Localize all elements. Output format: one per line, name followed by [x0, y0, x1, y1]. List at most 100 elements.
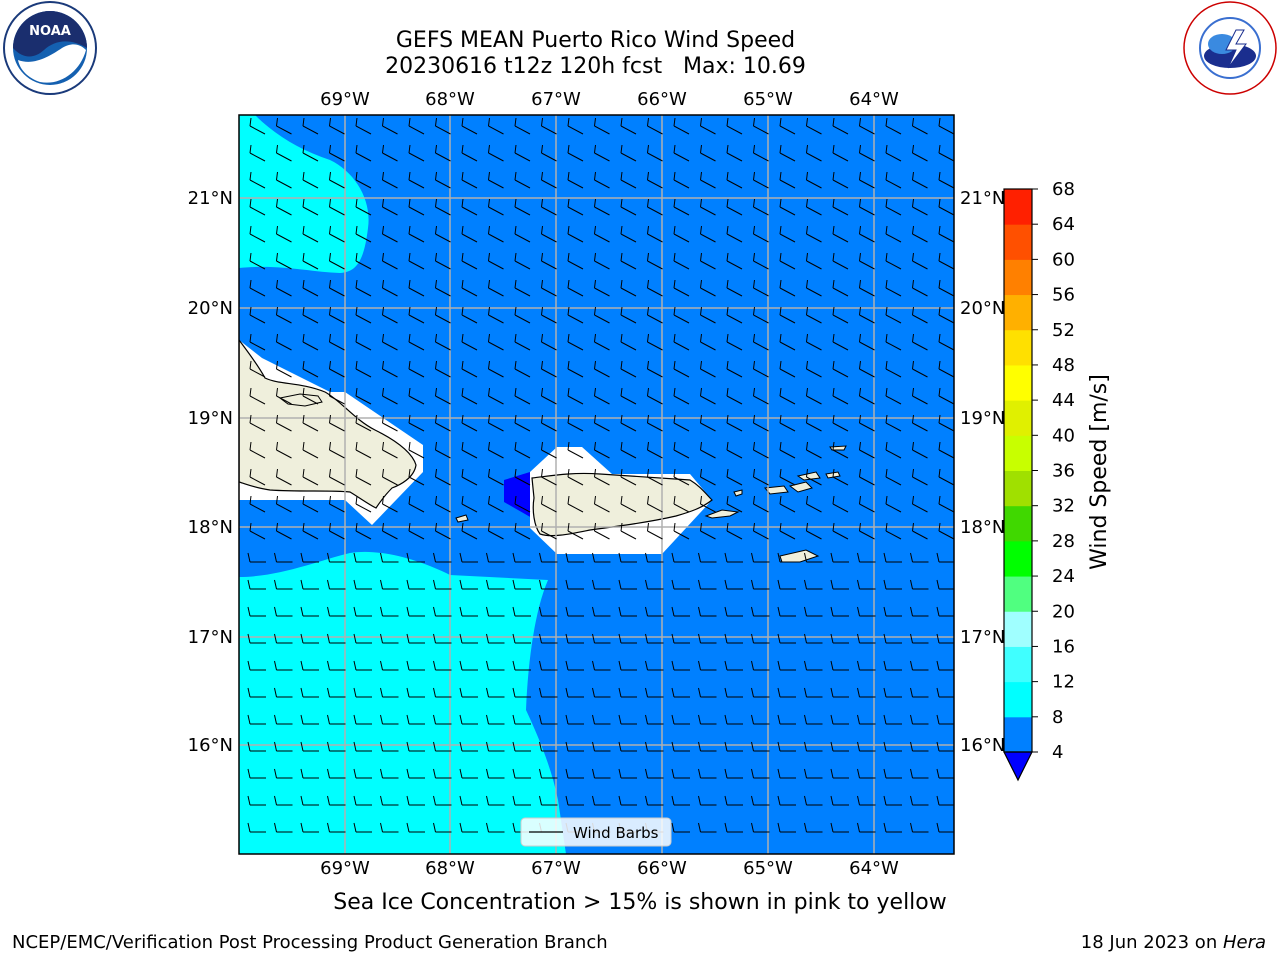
wind-barb: [274, 633, 293, 644]
wind-barb: [698, 552, 717, 563]
wind-barb: [382, 117, 398, 135]
wind-barb: [671, 579, 690, 590]
wind-8-12-south-region: [239, 551, 566, 854]
wind-barb: [488, 495, 504, 513]
wind-barb: [355, 468, 372, 486]
wind-barb: [408, 495, 425, 513]
wind-barb: [592, 579, 611, 590]
wind-barb: [938, 522, 954, 540]
colorbar-segment: [1004, 189, 1032, 225]
wind-barb: [276, 171, 292, 189]
colorbar-segment: [1004, 611, 1032, 647]
wind-barb: [435, 360, 451, 378]
wind-barb: [857, 768, 876, 779]
wind-barb: [486, 768, 505, 779]
wind-barb: [329, 198, 345, 216]
wind-barb: [408, 387, 425, 405]
wind-barb: [406, 660, 425, 671]
wind-barb: [382, 387, 398, 405]
wind-barb: [353, 579, 372, 590]
wind-barb: [698, 606, 717, 617]
wind-barb: [433, 741, 452, 752]
wind-barb: [302, 306, 319, 324]
wind-barb: [804, 822, 823, 833]
wind-barb: [751, 579, 770, 590]
wind-barb: [912, 414, 928, 432]
wind-barb: [488, 252, 504, 270]
wind-barb: [567, 279, 584, 297]
wind-barb: [700, 117, 716, 135]
wind-barb: [857, 633, 876, 644]
noaa-logo: NOAA: [3, 1, 97, 95]
wind-barb: [806, 333, 822, 351]
wind-barb: [539, 687, 558, 698]
wind-barb: [912, 144, 928, 162]
wind-barb: [751, 633, 770, 644]
wind-barb: [539, 579, 558, 590]
wind-barb: [247, 606, 266, 617]
wind-barb: [620, 252, 637, 270]
wind-barb: [382, 279, 398, 297]
wind-barb: [645, 633, 664, 644]
wind-barb: [594, 252, 610, 270]
wind-barb: [514, 387, 531, 405]
wind-barb: [938, 495, 954, 513]
wind-barb: [565, 714, 584, 725]
wind-barb: [857, 660, 876, 671]
wind-barb: [936, 822, 954, 833]
wind-barb: [647, 279, 663, 297]
wind-barb: [671, 795, 690, 806]
wind-barb: [859, 414, 875, 432]
wind-barb: [329, 468, 345, 486]
wind-barb: [380, 633, 399, 644]
wind-barb: [647, 252, 663, 270]
wind-barb: [883, 687, 902, 698]
wind-barb: [435, 279, 451, 297]
wind-barb: [777, 606, 796, 617]
lat-left-label: 16°N: [188, 735, 233, 756]
wind-barb: [830, 552, 849, 563]
wind-barb: [382, 522, 398, 540]
wind-barb: [753, 414, 769, 432]
wind-barb: [249, 198, 266, 216]
wind-barb: [700, 522, 716, 540]
wind-barb: [539, 552, 558, 563]
wind-barb: [435, 225, 451, 243]
colorbar-segment: [1004, 646, 1032, 683]
wind-barb: [541, 414, 557, 432]
wind-barb: [806, 225, 822, 243]
wind-barb: [594, 333, 610, 351]
wind-barb: [461, 522, 478, 540]
wind-barb: [327, 795, 346, 806]
wind-barb: [435, 333, 451, 351]
wind-barb: [355, 171, 372, 189]
wind-barb: [435, 117, 451, 135]
svg-text:NOAA: NOAA: [29, 24, 71, 39]
lon-top-label: 67°W: [531, 89, 581, 110]
wind-barb: [594, 225, 610, 243]
wind-barb: [249, 171, 266, 189]
wind-barb: [936, 714, 954, 725]
wind-barb: [592, 606, 611, 617]
wind-barb: [408, 144, 425, 162]
wind-barb: [620, 522, 637, 540]
wind-barb: [249, 441, 266, 459]
wind-barb: [910, 660, 929, 671]
wind-barb: [804, 795, 823, 806]
wind-barb: [885, 522, 902, 540]
wind-barb: [406, 687, 425, 698]
wind-barb: [753, 198, 769, 216]
wind-barb: [300, 741, 319, 752]
wind-barb: [382, 414, 398, 432]
wind-barb: [618, 579, 637, 590]
wind-barb: [777, 741, 796, 752]
wind-barb: [671, 606, 690, 617]
wind-barb: [671, 741, 690, 752]
wind-barb: [353, 768, 372, 779]
wind-barb: [938, 468, 954, 486]
wind-barb: [910, 768, 929, 779]
wind-barb: [249, 387, 266, 405]
wind-barb: [433, 714, 452, 725]
wind-barb: [300, 822, 319, 833]
wind-barb: [382, 171, 398, 189]
